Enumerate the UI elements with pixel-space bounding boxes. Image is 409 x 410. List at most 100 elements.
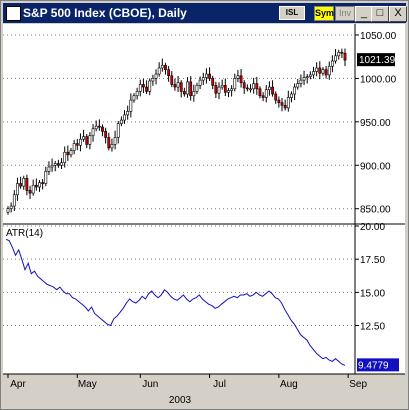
candle-up[interactable] bbox=[201, 77, 205, 81]
candle-down[interactable] bbox=[271, 86, 274, 95]
candle-up[interactable] bbox=[293, 86, 297, 95]
candle-down[interactable] bbox=[245, 87, 249, 90]
candle-up[interactable] bbox=[148, 80, 152, 92]
candle-up[interactable] bbox=[72, 143, 76, 151]
candle-down[interactable] bbox=[97, 125, 101, 128]
candle-up[interactable] bbox=[299, 79, 303, 84]
candle-up[interactable] bbox=[116, 123, 120, 138]
candle-up[interactable] bbox=[129, 99, 133, 112]
candle-up[interactable] bbox=[82, 136, 85, 140]
candle-down[interactable] bbox=[274, 93, 278, 101]
candle-up[interactable] bbox=[126, 111, 130, 116]
candle-down[interactable] bbox=[34, 184, 38, 188]
candle-up[interactable] bbox=[334, 55, 337, 62]
candle-up[interactable] bbox=[119, 119, 123, 124]
candle-up[interactable] bbox=[296, 83, 300, 88]
candle-up[interactable] bbox=[312, 71, 315, 76]
candle-up[interactable] bbox=[110, 144, 114, 149]
candle-down[interactable] bbox=[211, 78, 215, 86]
candle-down[interactable] bbox=[189, 81, 193, 97]
candle-down[interactable] bbox=[280, 102, 284, 106]
candle-down[interactable] bbox=[66, 151, 70, 156]
candle-up[interactable] bbox=[249, 88, 252, 91]
candle-up[interactable] bbox=[236, 75, 240, 79]
candle-up[interactable] bbox=[94, 125, 98, 130]
candle-up[interactable] bbox=[305, 76, 309, 78]
candle-up[interactable] bbox=[321, 69, 325, 74]
candle-up[interactable] bbox=[132, 95, 136, 101]
candle-up[interactable] bbox=[16, 183, 19, 196]
candle-up[interactable] bbox=[123, 114, 126, 121]
candle-up[interactable] bbox=[337, 52, 341, 57]
candle-down[interactable] bbox=[277, 99, 281, 104]
candle-up[interactable] bbox=[233, 78, 237, 90]
candle-down[interactable] bbox=[239, 75, 243, 84]
candle-down[interactable] bbox=[75, 143, 79, 146]
candle-down[interactable] bbox=[318, 67, 322, 74]
candle-up[interactable] bbox=[315, 67, 319, 72]
candle-down[interactable] bbox=[28, 190, 32, 194]
candle-down[interactable] bbox=[173, 84, 177, 88]
candle-down[interactable] bbox=[107, 137, 111, 149]
isl-badge[interactable]: ISL bbox=[279, 6, 305, 20]
candle-up[interactable] bbox=[12, 194, 16, 207]
candle-up[interactable] bbox=[135, 91, 139, 97]
candle-up[interactable] bbox=[79, 138, 82, 146]
candle-up[interactable] bbox=[138, 84, 142, 92]
candle-up[interactable] bbox=[160, 65, 164, 69]
candle-down[interactable] bbox=[164, 65, 167, 71]
candle-down[interactable] bbox=[182, 91, 186, 95]
price-candles[interactable] bbox=[6, 48, 347, 215]
candle-up[interactable] bbox=[44, 171, 48, 184]
candle-up[interactable] bbox=[151, 78, 155, 82]
candle-up[interactable] bbox=[9, 205, 13, 210]
candle-up[interactable] bbox=[252, 83, 256, 90]
candle-up[interactable] bbox=[22, 177, 26, 187]
candle-down[interactable] bbox=[85, 136, 89, 145]
candle-down[interactable] bbox=[142, 84, 145, 88]
candle-up[interactable] bbox=[91, 128, 95, 137]
candle-up[interactable] bbox=[69, 150, 73, 156]
title-bar[interactable]: S&P 500 Index (CBOE), Daily ISL Sym Inv … bbox=[3, 3, 407, 23]
candle-down[interactable] bbox=[145, 86, 148, 92]
sym-link-button[interactable]: Sym bbox=[314, 6, 334, 21]
candle-up[interactable] bbox=[286, 97, 290, 109]
candle-down[interactable] bbox=[242, 82, 246, 89]
candle-down[interactable] bbox=[170, 75, 174, 85]
candle-up[interactable] bbox=[302, 77, 306, 81]
candle-down[interactable] bbox=[343, 52, 347, 61]
candle-up[interactable] bbox=[268, 86, 271, 90]
candle-up[interactable] bbox=[308, 74, 312, 77]
candle-up[interactable] bbox=[327, 65, 331, 76]
candle-up[interactable] bbox=[60, 162, 63, 166]
candle-down[interactable] bbox=[208, 73, 211, 79]
candle-up[interactable] bbox=[31, 184, 35, 194]
candle-up[interactable] bbox=[264, 89, 268, 98]
candle-up[interactable] bbox=[176, 82, 180, 88]
candle-down[interactable] bbox=[101, 126, 104, 132]
candle-down[interactable] bbox=[324, 69, 328, 76]
candle-up[interactable] bbox=[6, 208, 10, 213]
candle-up[interactable] bbox=[157, 67, 161, 75]
candle-up[interactable] bbox=[195, 85, 199, 92]
candle-down[interactable] bbox=[283, 105, 287, 109]
candle-down[interactable] bbox=[19, 183, 22, 187]
candle-down[interactable] bbox=[167, 69, 171, 77]
candle-up[interactable] bbox=[217, 86, 221, 94]
candle-up[interactable] bbox=[50, 164, 54, 168]
candle-up[interactable] bbox=[63, 151, 67, 163]
candle-down[interactable] bbox=[255, 83, 259, 90]
candle-up[interactable] bbox=[331, 60, 334, 67]
candle-down[interactable] bbox=[179, 82, 183, 92]
candle-down[interactable] bbox=[258, 88, 262, 97]
candle-up[interactable] bbox=[220, 85, 224, 88]
candle-down[interactable] bbox=[56, 163, 60, 166]
candle-up[interactable] bbox=[205, 73, 208, 78]
candle-down[interactable] bbox=[214, 85, 218, 94]
candle-up[interactable] bbox=[154, 73, 158, 79]
candle-down[interactable] bbox=[104, 131, 108, 138]
atr-series-line[interactable] bbox=[5, 238, 346, 366]
candle-up[interactable] bbox=[230, 88, 234, 91]
candle-up[interactable] bbox=[47, 166, 51, 172]
close-button[interactable]: X bbox=[389, 6, 407, 22]
